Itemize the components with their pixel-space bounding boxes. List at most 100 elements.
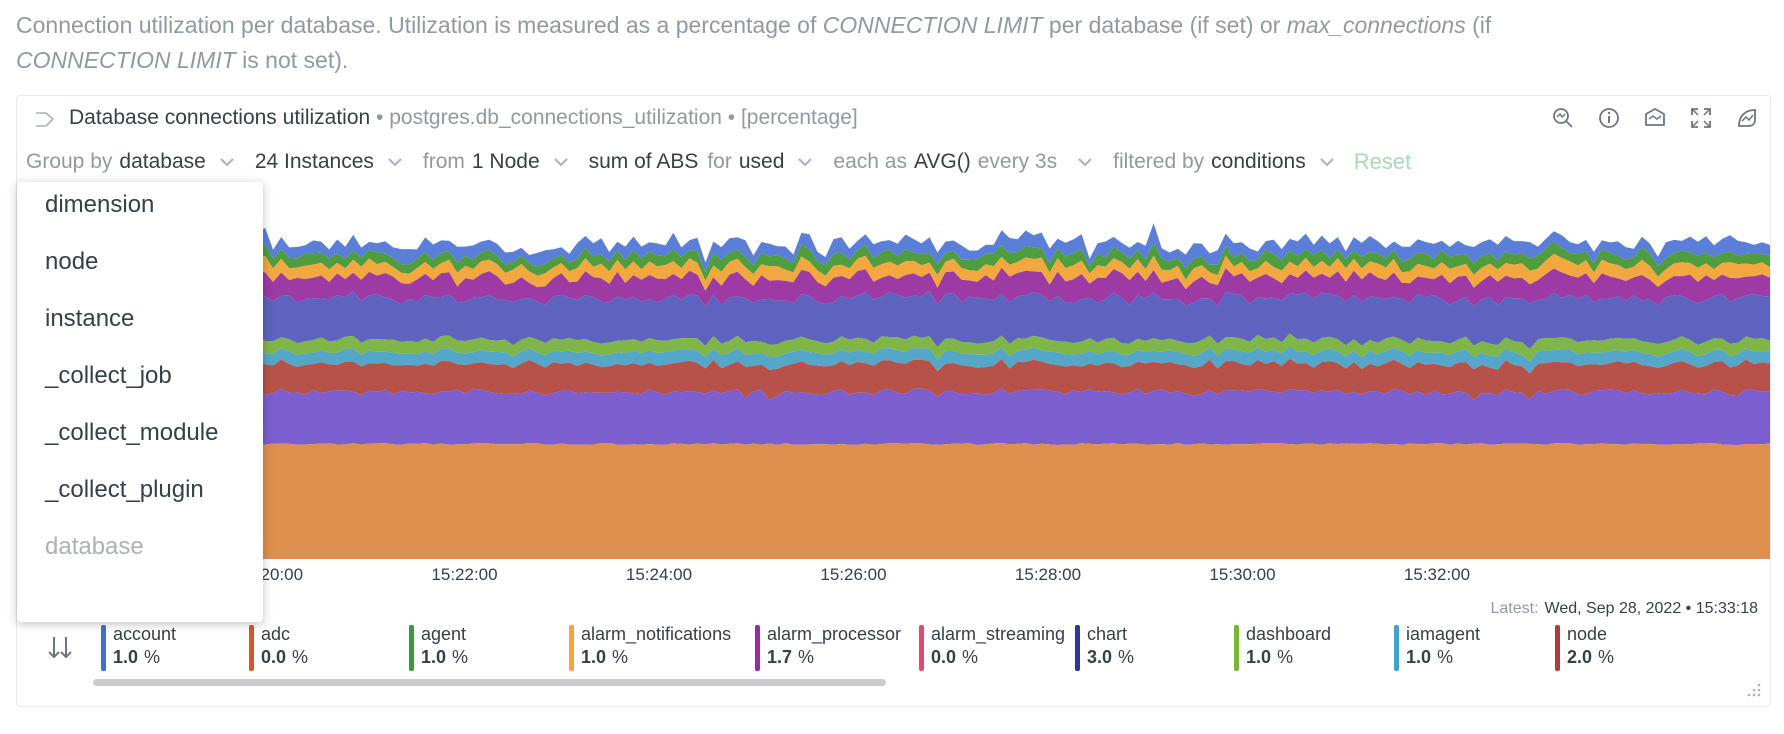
legend-item[interactable]: adc 0.0% [249, 623, 395, 673]
group-by-option[interactable]: _collect_module [45, 419, 219, 446]
legend-item[interactable]: alarm_streaming 0.0% [919, 623, 1066, 673]
group-by-option[interactable]: database [45, 533, 144, 560]
each-as-value: AVG() [913, 150, 971, 173]
each-as-label: each as [833, 150, 907, 173]
chart-title: Database connections utilization • postg… [69, 105, 858, 131]
legend-name: agent [421, 624, 467, 644]
legend-name: account [113, 624, 177, 644]
legend-item[interactable]: alarm_notifications 1.0% [569, 623, 741, 673]
series-area-iamagent [17, 346, 1770, 374]
x-axis: 15:20:00 15:22:00 15:24:00 15:26:00 15:28:00… [17, 559, 1770, 593]
legend-value: 3.0% [1087, 647, 1135, 667]
filtered-by-value: conditions [1211, 150, 1306, 173]
chart-legend: account 1.0% adc 0.0% agent 1.0% alarm_notific… [101, 623, 1741, 673]
legend-item[interactable]: agent 1.0% [409, 623, 555, 673]
legend-value: 2.0% [1567, 647, 1615, 667]
chart-context: • postgres.db_connections_utilization • … [370, 106, 858, 129]
group-by-option[interactable]: _collect_job [45, 362, 172, 389]
legend-value: 0.0% [261, 647, 309, 667]
legend-item[interactable]: alarm_processor 1.7% [755, 623, 905, 673]
latest-timestamp: Latest: Wed, Sep 28, 2022 • 15:33:18 [1491, 600, 1759, 618]
legend-item[interactable]: account 1.0% [101, 623, 235, 673]
from-value: 1 Node [471, 150, 540, 173]
legend-color-swatch [1555, 625, 1560, 671]
x-tick-label: 15:22:00 [431, 565, 498, 584]
dashboard-add-icon[interactable] [1642, 105, 1668, 131]
group-by-label: Group by [26, 150, 113, 173]
chart-toolbar [1550, 105, 1760, 131]
group-by-option[interactable]: dimension [45, 191, 155, 218]
chevron-down-icon [798, 158, 813, 167]
fullscreen-icon[interactable] [1688, 105, 1714, 131]
info-icon[interactable] [1596, 105, 1622, 131]
x-tick-label: 15:24:00 [625, 565, 693, 584]
series-area-base [17, 443, 1770, 559]
legend-item[interactable]: chart 3.0% [1075, 623, 1220, 673]
legend-value: 1.0% [113, 647, 161, 667]
legend-value: 1.0% [1246, 647, 1294, 667]
series-area-alarm_notifications [17, 253, 1770, 291]
legend-item[interactable]: dashboard 1.0% [1234, 623, 1380, 673]
dimensions-dropdown[interactable]: for used [707, 150, 824, 174]
sort-icon[interactable] [45, 632, 75, 662]
group-by-value: database [119, 150, 206, 173]
legend-name: alarm_processor [767, 624, 902, 644]
legend-name: iamagent [1406, 624, 1481, 644]
group-by-dropdown[interactable]: Group by database [26, 150, 246, 174]
resize-handle-icon[interactable] [1746, 682, 1762, 698]
chart-title-bar: Database connections utilization • postg… [17, 96, 1770, 140]
instances-dropdown[interactable]: 24 Instances [255, 150, 414, 174]
legend-color-swatch [1234, 625, 1239, 671]
legend-item[interactable]: iamagent 1.0% [1394, 623, 1541, 673]
aggregation-dropdown[interactable]: sum of ABS [589, 150, 699, 174]
filters-dropdown[interactable]: filtered by conditions [1113, 150, 1346, 174]
series-area-node [17, 358, 1770, 401]
chart-card: Database connections utilization • postg… [16, 95, 1771, 707]
every-value: every 3s [977, 150, 1058, 173]
anomaly-icon[interactable] [1734, 105, 1760, 131]
legend-scrollbar[interactable] [93, 679, 1741, 686]
legend-name: adc [261, 624, 291, 644]
zoom-icon[interactable] [1550, 105, 1576, 131]
legend-color-swatch [755, 625, 760, 671]
reset-button[interactable]: Reset [1353, 149, 1412, 174]
group-by-bar: Group by database 24 Instances from 1 No… [17, 140, 1770, 184]
series-area-alarm_processor [17, 267, 1770, 308]
legend-name: chart [1087, 624, 1128, 644]
chart-description: Connection utilization per database. Uti… [16, 12, 1492, 73]
latest-value: Wed, Sep 28, 2022 • 15:33:18 [1544, 600, 1758, 617]
for-label: for [707, 150, 732, 173]
chart-title-text: Database connections utilization [69, 106, 371, 129]
legend-color-swatch [409, 625, 414, 671]
group-by-menu: dimension node instance _collect_job _collec… [17, 182, 263, 622]
series-area-dashboard [17, 333, 1770, 362]
legend-name: node [1567, 624, 1608, 644]
series-area-account [17, 223, 1770, 272]
nodes-dropdown[interactable]: from 1 Node [423, 150, 580, 174]
aggregation-value: sum of ABS [588, 150, 699, 173]
chart-type-icon [36, 112, 54, 127]
filtered-by-label: filtered by [1113, 150, 1205, 173]
group-by-option[interactable]: _collect_plugin [45, 476, 204, 503]
legend-name: alarm_streaming [931, 624, 1066, 644]
legend-color-swatch [1394, 625, 1399, 671]
group-by-option[interactable]: node [45, 248, 99, 275]
legend-value: 1.7% [767, 647, 815, 667]
scrollbar-thumb[interactable] [93, 679, 886, 686]
stacked-area-chart[interactable] [17, 184, 1770, 559]
legend-color-swatch [569, 625, 574, 671]
legend-color-swatch [249, 625, 254, 671]
legend-value: 1.0% [421, 647, 469, 667]
legend-name: dashboard [1246, 624, 1332, 644]
legend-item[interactable]: node 2.0% [1555, 623, 1659, 673]
series-area-chart [17, 290, 1770, 349]
x-tick-label: 15:28:00 [1014, 565, 1082, 584]
legend-value: 1.0% [581, 647, 629, 667]
legend-name: alarm_notifications [581, 624, 732, 644]
instances-value: 24 Instances [254, 150, 374, 173]
group-by-option[interactable]: instance [45, 305, 135, 332]
time-aggregation-dropdown[interactable]: each as AVG() every 3s [833, 150, 1104, 174]
series-area-layer2 [17, 388, 1770, 445]
from-label: from [422, 150, 465, 173]
latest-label: Latest: [1490, 600, 1539, 617]
